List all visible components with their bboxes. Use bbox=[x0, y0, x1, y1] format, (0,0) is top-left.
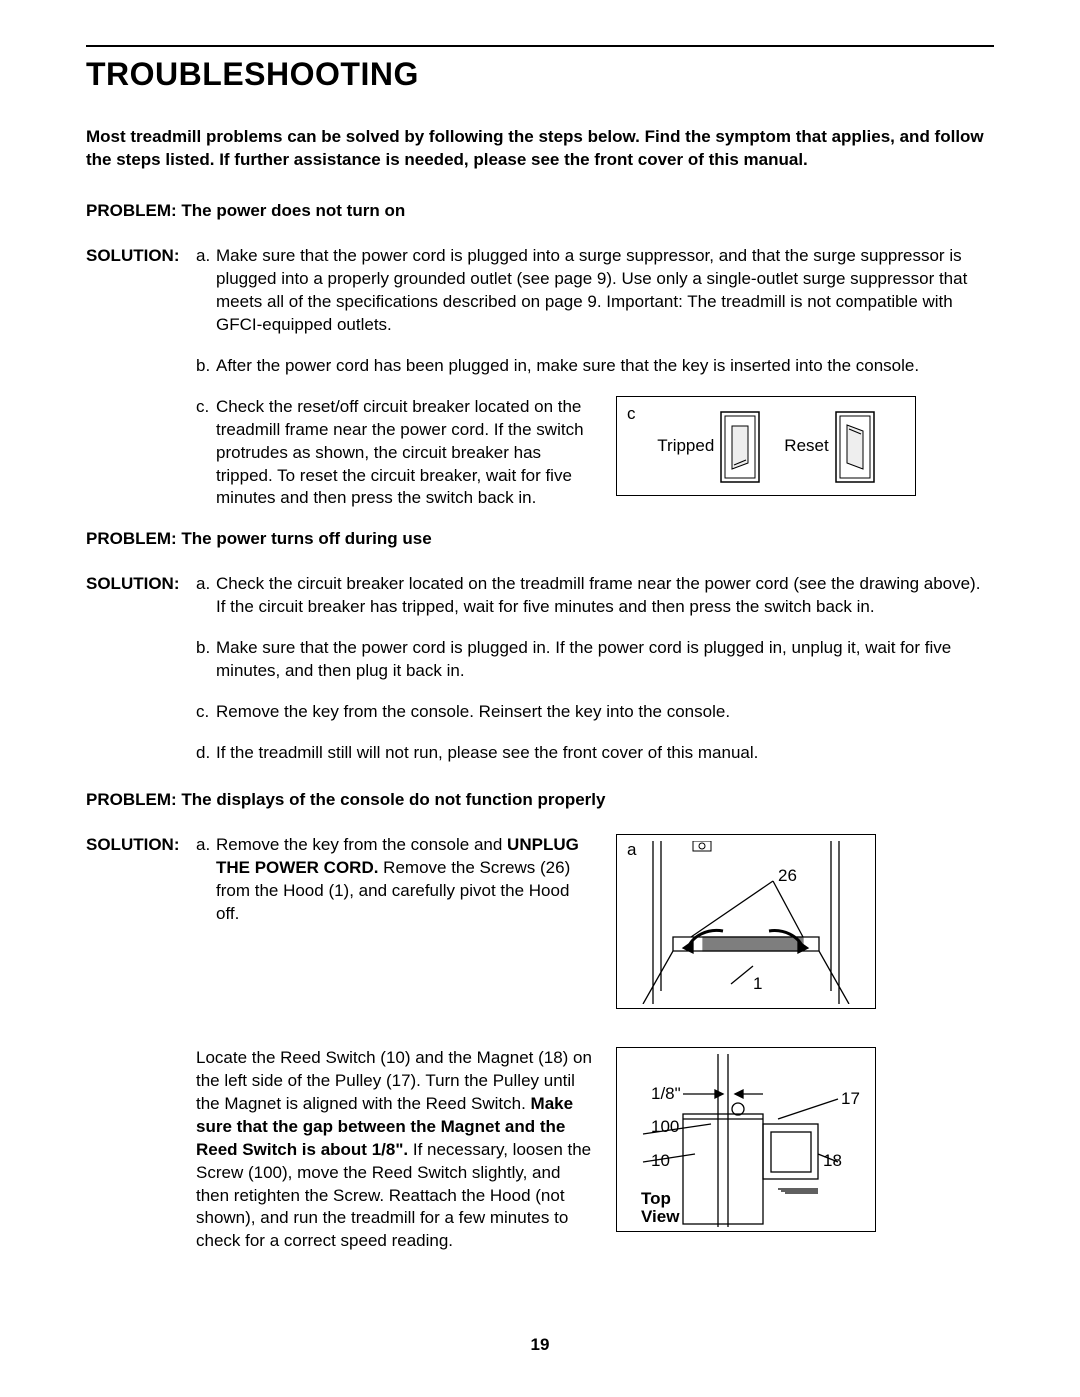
figure-a-drawing: 26 1 bbox=[623, 841, 869, 1004]
step-3a-label: a. bbox=[196, 834, 216, 857]
callout-17: 17 bbox=[841, 1089, 860, 1108]
callout-10: 10 bbox=[651, 1151, 670, 1170]
problem-2-heading: PROBLEM: The power turns off during use bbox=[86, 528, 994, 551]
figure-c-switch: c Tripped Reset bbox=[616, 396, 916, 496]
step-1b-body: After the power cord has been plugged in… bbox=[216, 355, 994, 378]
label-top: Top bbox=[641, 1189, 671, 1208]
step-2c-body: Remove the key from the console. Reinser… bbox=[216, 701, 994, 724]
step-3a-body: Remove the key from the console and UNPL… bbox=[216, 834, 596, 926]
solution-1b: b. After the power cord has been plugged… bbox=[86, 355, 994, 378]
step-2a-body: Check the circuit breaker located on the… bbox=[216, 573, 994, 619]
solution-2b: b. Make sure that the power cord is plug… bbox=[86, 637, 994, 683]
problem-3-heading: PROBLEM: The displays of the console do … bbox=[86, 789, 994, 812]
step-2c-label: c. bbox=[196, 701, 216, 724]
solution-2a: SOLUTION: a. Check the circuit breaker l… bbox=[86, 573, 994, 619]
figure-a-hood: a bbox=[616, 834, 876, 1009]
step-1b-label: b. bbox=[196, 355, 216, 378]
step-1c-body: Check the reset/off circuit breaker loca… bbox=[216, 396, 596, 511]
solution-label: SOLUTION: bbox=[86, 245, 196, 268]
figure-b-reedswitch: 1/8" 100 10 17 18 Top View bbox=[616, 1047, 876, 1232]
label-tripped: Tripped bbox=[657, 435, 714, 458]
figure-c-label: c bbox=[627, 403, 636, 426]
label-view: View bbox=[641, 1207, 680, 1226]
step-1a-body: Make sure that the power cord is plugged… bbox=[216, 245, 994, 337]
figure-a-label: a bbox=[627, 839, 636, 862]
top-rule bbox=[86, 45, 994, 47]
solution-1a: SOLUTION: a. Make sure that the power co… bbox=[86, 245, 994, 337]
step-2d-label: d. bbox=[196, 742, 216, 765]
step-3b-body: Locate the Reed Switch (10) and the Magn… bbox=[196, 1047, 596, 1253]
step-1c-label: c. bbox=[196, 396, 216, 419]
step-2b-body: Make sure that the power cord is plugged… bbox=[216, 637, 994, 683]
step-3a-pre: Remove the key from the console and bbox=[216, 835, 507, 854]
switch-tripped-icon bbox=[720, 411, 760, 483]
step-1a-label: a. bbox=[196, 245, 216, 268]
solution-3a: SOLUTION: a. Remove the key from the con… bbox=[86, 834, 994, 1009]
callout-26: 26 bbox=[778, 866, 797, 885]
solution-1c: c. Check the reset/off circuit breaker l… bbox=[86, 396, 994, 511]
solution-3b: Locate the Reed Switch (10) and the Magn… bbox=[86, 1027, 994, 1253]
solution-2c: c. Remove the key from the console. Rein… bbox=[86, 701, 994, 724]
solution-label-3: SOLUTION: bbox=[86, 834, 196, 857]
callout-100: 100 bbox=[651, 1117, 679, 1136]
callout-1: 1 bbox=[753, 974, 762, 993]
solution-label-2: SOLUTION: bbox=[86, 573, 196, 596]
problem-1-heading: PROBLEM: The power does not turn on bbox=[86, 200, 994, 223]
page-number: 19 bbox=[0, 1334, 1080, 1357]
callout-1-8: 1/8" bbox=[651, 1084, 681, 1103]
solution-2d: d. If the treadmill still will not run, … bbox=[86, 742, 994, 765]
callout-18: 18 bbox=[823, 1151, 842, 1170]
step-2a-label: a. bbox=[196, 573, 216, 596]
page-title: TROUBLESHOOTING bbox=[86, 53, 994, 96]
step-2b-label: b. bbox=[196, 637, 216, 660]
intro-text: Most treadmill problems can be solved by… bbox=[86, 126, 994, 172]
switch-reset-icon bbox=[835, 411, 875, 483]
label-reset: Reset bbox=[784, 435, 828, 458]
step-2d-body: If the treadmill still will not run, ple… bbox=[216, 742, 994, 765]
figure-b-drawing: 1/8" 100 10 17 18 Top View bbox=[623, 1054, 871, 1227]
